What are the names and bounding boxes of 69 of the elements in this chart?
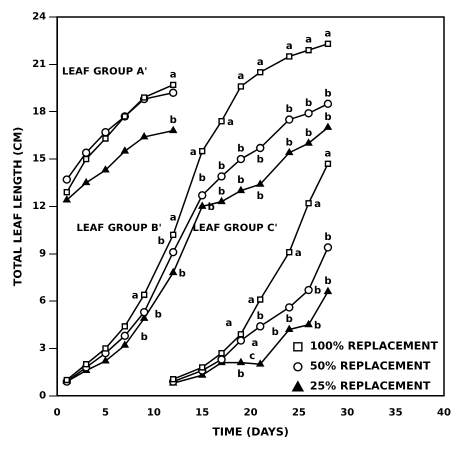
annotation: b [237, 369, 244, 380]
annotation: a [314, 198, 321, 210]
x-tick-label: 15 [195, 407, 210, 418]
annotation: a [238, 71, 244, 82]
annotation: b [140, 332, 148, 344]
annotation: a [294, 248, 302, 259]
legend-label: 50% REPLACEMENT [310, 360, 431, 373]
annotation: a [252, 338, 258, 350]
annotation: a [286, 41, 293, 52]
annotation: b [324, 112, 332, 124]
y-tick-label: 21 [32, 58, 46, 70]
annotation: a [132, 290, 139, 302]
annotation: b [178, 268, 186, 280]
y-tick-label: 24 [32, 12, 46, 23]
annotation: a [190, 146, 197, 158]
annotation: b [324, 88, 332, 100]
legend-label: 25% REPLACEMENT [310, 380, 431, 393]
annotation: b [305, 98, 312, 109]
annotation: a [170, 212, 177, 224]
annotation: a [248, 295, 255, 306]
y-tick-label: 12 [32, 200, 46, 212]
y-tick-label: 0 [39, 390, 46, 402]
y-tick-label: 3 [39, 343, 46, 354]
x-tick-label: 40 [437, 407, 451, 418]
annotation: b [256, 190, 264, 202]
annotation: a [305, 34, 312, 46]
annotation: c [249, 350, 256, 362]
annotation: a [324, 28, 332, 40]
annotation: LEAF GROUP B' [76, 222, 162, 234]
annotation: a [226, 318, 232, 329]
annotation: b [272, 327, 279, 338]
x-tick-label: 35 [388, 407, 403, 418]
annotation: b [154, 310, 162, 321]
annotation: b [324, 276, 332, 288]
annotation: b [314, 286, 322, 297]
x-tick-label: 20 [244, 407, 258, 418]
y-tick-label: 6 [39, 296, 46, 307]
annotation: b [286, 314, 293, 326]
annotation: b [286, 137, 293, 148]
x-tick-label: 30 [340, 407, 354, 418]
annotation: b [286, 104, 293, 116]
annotation: b [198, 172, 206, 184]
y-axis-title: TOTAL LEAF LENGTH (CM) [11, 126, 24, 286]
annotation: a [256, 56, 264, 68]
annotation: b [305, 128, 312, 139]
annotation: a [227, 116, 234, 128]
annotation: b [218, 186, 226, 198]
x-tick-label: 10 [146, 407, 161, 418]
annotation: b [314, 320, 322, 332]
annotation: b [218, 161, 226, 172]
x-axis-title: TIME (DAYS) [212, 425, 289, 438]
annotation: b [324, 232, 332, 244]
annotation: b [256, 154, 264, 166]
annotation: b [158, 236, 165, 247]
annotation: a [170, 69, 177, 80]
annotation: b [237, 175, 244, 186]
annotation: b [256, 310, 264, 322]
y-tick-label: 15 [32, 154, 46, 165]
x-tick-label: 0 [54, 407, 61, 418]
annotation: b [170, 115, 177, 126]
annotation: a [324, 148, 332, 160]
annotation: LEAF GROUP C' [192, 222, 278, 234]
y-tick-label: 18 [32, 106, 46, 118]
x-tick-label: 5 [102, 407, 109, 418]
annotation: LEAF GROUP A' [62, 66, 148, 78]
y-tick-label: 9 [39, 248, 46, 260]
annotation: b [237, 144, 244, 155]
x-tick-label: 25 [292, 407, 306, 418]
legend-label: 100% REPLACEMENT [310, 340, 438, 353]
